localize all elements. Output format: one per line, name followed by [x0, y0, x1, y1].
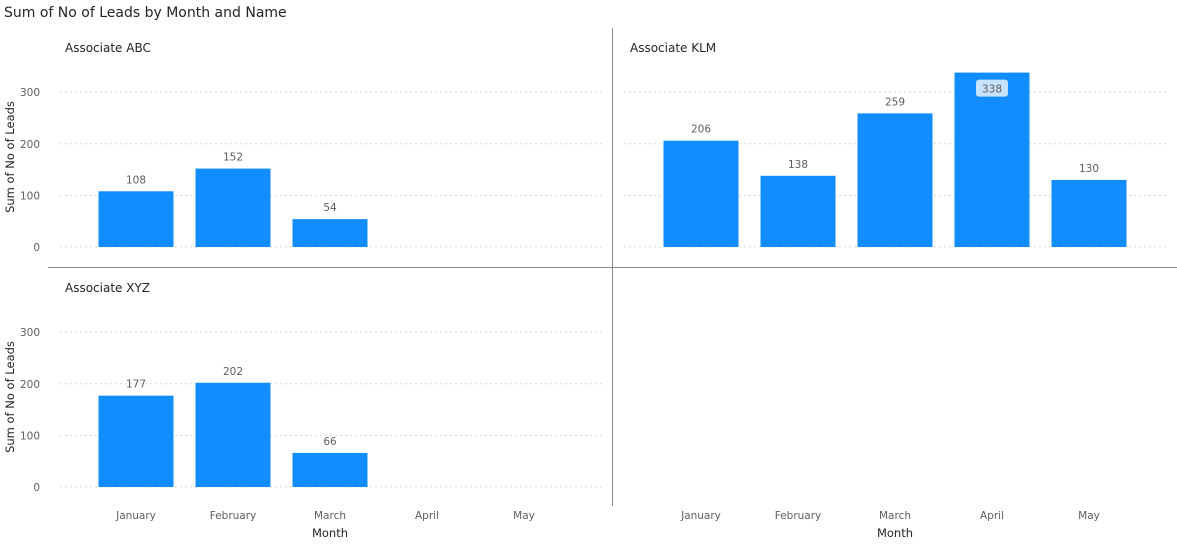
data-label-highlight	[976, 79, 1008, 97]
bar-march[interactable]	[292, 452, 368, 487]
data-label: 259	[885, 96, 905, 108]
bar-february[interactable]	[195, 168, 271, 247]
y-tick-label: 100	[20, 430, 40, 442]
y-tick-label: 300	[20, 327, 40, 339]
y-tick-label: 200	[20, 379, 40, 391]
bar-january[interactable]	[663, 140, 739, 247]
x-axis-title: Month	[877, 526, 913, 540]
data-label: 66	[323, 436, 337, 448]
y-tick-label: 100	[20, 190, 40, 202]
data-label: 152	[223, 152, 243, 164]
panel-associate-abc: Associate ABC 0 100 200 300 108 152 54	[20, 41, 602, 254]
x-tick-label: April	[980, 510, 1004, 522]
x-tick-label: January	[680, 510, 721, 522]
data-label: 206	[691, 124, 711, 136]
bar-march[interactable]	[292, 219, 368, 247]
y-tick-label: 200	[20, 139, 40, 151]
data-label: 54	[323, 202, 337, 214]
x-tick-label: March	[879, 510, 911, 522]
shared-axes: Sum of No of Leads Sum of No of Leads Janu…	[3, 101, 1100, 540]
panel-associate-klm: Associate KLM 206 138 259 338 130	[624, 41, 1167, 248]
x-tick-label: February	[210, 510, 257, 522]
panels: Associate ABC010020030010815254Associate…	[20, 41, 1167, 494]
y-tick-label: 300	[20, 87, 40, 99]
panel-title: Associate ABC	[65, 41, 151, 55]
y-tick-label: 0	[33, 242, 40, 254]
bar-may[interactable]	[1051, 179, 1127, 247]
data-label: 138	[788, 159, 808, 171]
x-tick-label: April	[415, 510, 439, 522]
bar-january[interactable]	[98, 395, 174, 487]
y-tick-label: 0	[33, 482, 40, 494]
x-tick-label: May	[513, 510, 535, 522]
x-tick-label: March	[314, 510, 346, 522]
data-label: 338	[982, 84, 1002, 96]
bar-february[interactable]	[195, 382, 271, 487]
chart-title: Sum of No of Leads by Month and Name	[4, 5, 287, 21]
bar-january[interactable]	[98, 191, 174, 247]
data-label: 130	[1079, 163, 1099, 175]
panel-associate-xyz: Associate XYZ 0 100 200 300 177 202 66	[20, 281, 602, 494]
x-axis-title: Month	[312, 526, 348, 540]
panel-title: Associate XYZ	[65, 281, 150, 295]
x-tick-label: February	[775, 510, 822, 522]
panel-title: Associate KLM	[630, 41, 716, 55]
x-tick-label: May	[1078, 510, 1100, 522]
bar-february[interactable]	[760, 175, 836, 247]
y-axis-title: Sum of No of Leads	[3, 101, 17, 213]
x-tick-label: January	[115, 510, 156, 522]
y-axis-title: Sum of No of Leads	[3, 341, 17, 453]
data-label: 108	[126, 174, 146, 186]
data-label: 202	[223, 366, 243, 378]
data-label: 177	[126, 379, 146, 391]
bar-march[interactable]	[857, 113, 933, 247]
bar-april[interactable]	[954, 72, 1030, 247]
